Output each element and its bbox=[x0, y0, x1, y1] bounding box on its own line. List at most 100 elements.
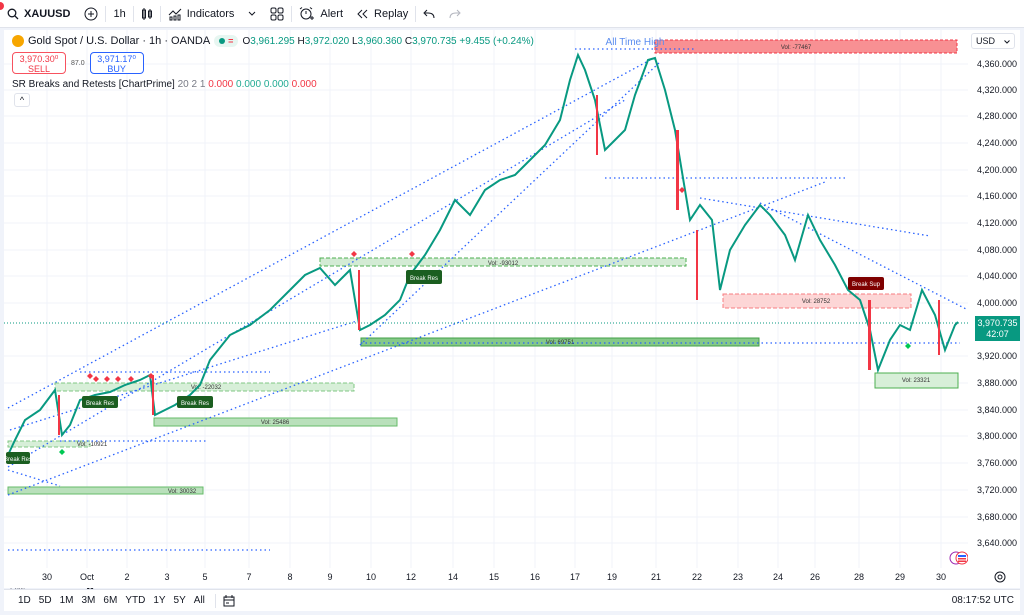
price-tick: 4,360.000 bbox=[976, 59, 1017, 69]
time-tick: 5 bbox=[202, 572, 208, 582]
sell-button[interactable]: 3,970.30⁰ SELL bbox=[12, 52, 66, 74]
price-tick: 4,080.000 bbox=[976, 245, 1017, 255]
price-tick: 4,000.000 bbox=[976, 298, 1017, 308]
time-tick: 29 bbox=[894, 572, 906, 582]
range-1m[interactable]: 1M bbox=[59, 595, 74, 606]
zone-volume-label: Vol: -93012 bbox=[488, 261, 519, 267]
indicator-legend[interactable]: SR Breaks and Retests [ChartPrime] 20 2 … bbox=[12, 79, 317, 90]
current-price: 3,970.735 bbox=[977, 318, 1018, 328]
range-5y[interactable]: 5Y bbox=[173, 595, 186, 606]
settings-icon[interactable] bbox=[994, 571, 1006, 583]
time-tick: 24 bbox=[772, 572, 784, 582]
time-tick: 12 bbox=[405, 572, 417, 582]
price-tick: 3,880.000 bbox=[976, 378, 1017, 388]
time-tick: 28 bbox=[853, 572, 865, 582]
indicators-label: Indicators bbox=[186, 7, 235, 20]
alert-button[interactable]: Alert bbox=[292, 0, 350, 28]
time-tick: 23 bbox=[732, 572, 744, 582]
range-3m[interactable]: 3M bbox=[81, 595, 96, 606]
search-icon bbox=[7, 8, 19, 19]
indicators-button[interactable]: Indicators bbox=[161, 0, 242, 28]
time-tick: Oct bbox=[79, 572, 95, 582]
chart-canvas[interactable]: Vol: -77467 Vol: -93012 Vol: 69751 Vol: … bbox=[4, 30, 1020, 588]
buy-price: 3,971.17⁰ bbox=[97, 54, 136, 64]
time-tick: 3 bbox=[164, 572, 170, 582]
current-price-tag: 3,970.735 42:07 bbox=[975, 316, 1020, 341]
chart-pane[interactable]: Vol: -77467 Vol: -93012 Vol: 69751 Vol: … bbox=[4, 30, 1020, 594]
currency-select[interactable]: USD bbox=[971, 33, 1015, 49]
indicators-icon bbox=[168, 8, 182, 20]
replay-label: Replay bbox=[374, 7, 409, 20]
buy-label: BUY bbox=[107, 64, 126, 74]
divider bbox=[415, 5, 417, 22]
zone-volume-label: Vol: -77467 bbox=[781, 45, 812, 51]
time-tick: 26 bbox=[809, 572, 821, 582]
support-zone bbox=[7, 440, 91, 448]
range-ytd[interactable]: YTD bbox=[125, 595, 146, 606]
support-zone bbox=[319, 257, 687, 267]
price-tick: 3,920.000 bbox=[976, 351, 1017, 361]
price-tick: 4,320.000 bbox=[976, 85, 1017, 95]
break-res-label: Break Res bbox=[406, 270, 442, 284]
range-5d[interactable]: 5D bbox=[38, 595, 52, 606]
go-to-date-icon[interactable] bbox=[222, 594, 236, 608]
compare-button[interactable] bbox=[77, 0, 105, 28]
range-all[interactable]: All bbox=[193, 595, 205, 606]
resistance-zone bbox=[722, 293, 912, 309]
indicators-dropdown[interactable] bbox=[241, 0, 263, 28]
price-tick: 4,280.000 bbox=[976, 111, 1017, 121]
replay-button[interactable]: Replay bbox=[350, 0, 415, 28]
indicator-name: SR Breaks and Retests [ChartPrime] bbox=[12, 79, 175, 90]
top-toolbar: XAUUSD 1h Indicators Alert Replay bbox=[0, 0, 1024, 28]
all-time-high-label: All Time High bbox=[606, 37, 665, 48]
undo-button[interactable] bbox=[416, 0, 442, 28]
timeframe-label: 1h bbox=[113, 7, 126, 20]
divider bbox=[132, 5, 134, 22]
plus-circle-icon bbox=[84, 7, 98, 20]
symbol-legend: Gold Spot / U.S. Dollar · 1h · OANDA = O… bbox=[12, 35, 534, 47]
support-zone bbox=[54, 382, 355, 392]
time-tick: 21 bbox=[650, 572, 662, 582]
layouts-button[interactable] bbox=[263, 0, 291, 28]
time-tick: 10 bbox=[365, 572, 377, 582]
utc-clock[interactable]: 08:17:52 UTC bbox=[951, 595, 1014, 606]
symbol-label: XAUUSD bbox=[24, 7, 71, 20]
zone-volume-label: Vol: -22032 bbox=[191, 385, 222, 391]
redo-button[interactable] bbox=[442, 0, 468, 28]
time-tick: 17 bbox=[569, 572, 581, 582]
time-tick: 2 bbox=[124, 572, 130, 582]
buy-button[interactable]: 3,971.17⁰ BUY bbox=[89, 52, 144, 74]
svg-text:Break Sup: Break Sup bbox=[852, 282, 881, 288]
price-tick: 4,200.000 bbox=[976, 165, 1017, 175]
rewind-icon bbox=[357, 9, 368, 18]
time-axis[interactable]: 30 Oct 2 3 5 7 8 9 10 12 14 15 16 17 19 … bbox=[4, 568, 1020, 588]
range-1y[interactable]: 1Y bbox=[153, 595, 166, 606]
price-tick: 4,160.000 bbox=[976, 191, 1017, 201]
events-icon[interactable] bbox=[948, 550, 970, 566]
break-res-label: Break Res bbox=[177, 396, 213, 408]
market-status-pill[interactable]: = bbox=[214, 35, 239, 47]
price-tick: 3,640.000 bbox=[976, 538, 1017, 548]
support-zone bbox=[7, 486, 204, 495]
chevron-down-icon bbox=[249, 11, 256, 16]
symbol-search-button[interactable]: XAUUSD bbox=[0, 0, 77, 28]
collapse-legend-button[interactable]: ^ bbox=[14, 93, 30, 107]
undo-icon bbox=[423, 9, 435, 18]
svg-text:Break Res: Break Res bbox=[410, 276, 438, 282]
time-tick: 7 bbox=[246, 572, 252, 582]
support-zone bbox=[874, 372, 959, 389]
price-axis[interactable]: 4,360.000 4,320.000 4,280.000 4,240.000 … bbox=[968, 30, 1020, 568]
price-tick: 3,840.000 bbox=[976, 405, 1017, 415]
break-res-label: Break Res bbox=[82, 396, 118, 408]
zone-volume-label: Vol: 23321 bbox=[902, 378, 931, 384]
sell-label: SELL bbox=[27, 64, 51, 74]
chart-type-button[interactable] bbox=[134, 0, 160, 28]
range-1d[interactable]: 1D bbox=[18, 595, 31, 606]
time-tick: 19 bbox=[606, 572, 618, 582]
price-tick: 3,680.000 bbox=[976, 512, 1017, 522]
range-6m[interactable]: 6M bbox=[103, 595, 118, 606]
equals-icon: = bbox=[228, 36, 234, 46]
symbol-title[interactable]: Gold Spot / U.S. Dollar · 1h · OANDA bbox=[28, 35, 211, 47]
price-tick: 4,240.000 bbox=[976, 138, 1017, 148]
timeframe-button[interactable]: 1h bbox=[106, 0, 132, 28]
